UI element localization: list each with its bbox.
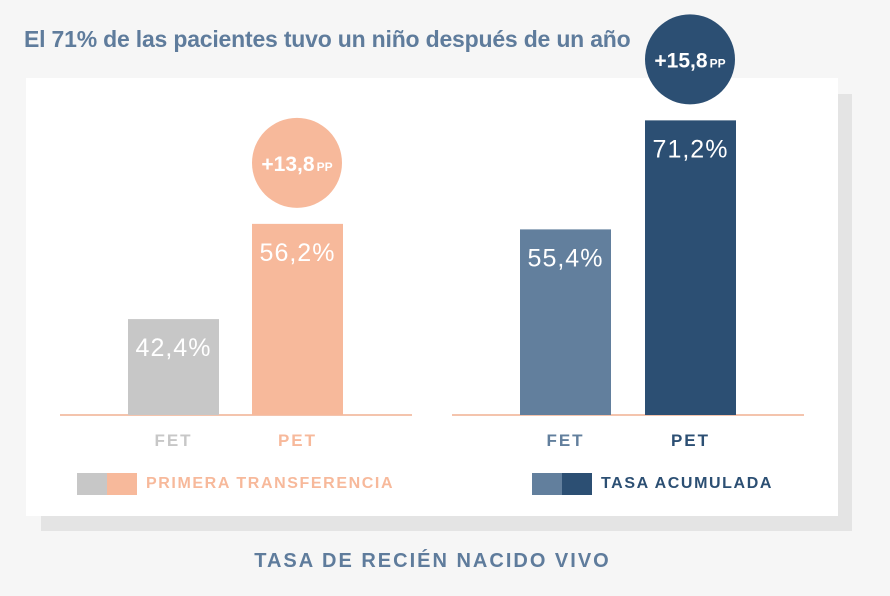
legend-primera-transferencia: PRIMERA TRANSFERENCIA (77, 473, 394, 495)
difference-value: +15,8 (654, 49, 707, 72)
category-label-pet: PET (278, 431, 317, 450)
bar-pet (252, 223, 343, 415)
category-label-pet: PET (671, 431, 710, 450)
category-label-fet: FET (154, 431, 192, 450)
difference-label: +13,8 PP (261, 153, 332, 176)
legend-label-tasa-acumulada: TASA ACUMULADA (601, 475, 774, 492)
value-label-pet: 71,2% (653, 135, 729, 163)
chart-footer-label: TASA DE RECIÉN NACIDO VIVO (254, 550, 611, 572)
legend-swatch-fet (77, 473, 107, 495)
bar-fet (128, 319, 219, 415)
difference-unit: PP (317, 160, 333, 174)
difference-label: +15,8 PP (654, 49, 725, 72)
legend-swatch-pet (107, 473, 137, 495)
legend-label-primera-transferencia: PRIMERA TRANSFERENCIA (146, 475, 395, 492)
chart-headline: El 71% de las pacientes tuvo un niño des… (24, 26, 631, 52)
legend-swatch-fet (532, 473, 562, 495)
value-label-fet: 42,4% (136, 334, 212, 362)
difference-bubble (252, 117, 342, 208)
difference-bubble (645, 14, 735, 105)
legend-swatch-pet (562, 473, 592, 495)
difference-unit: PP (710, 56, 726, 70)
category-label-fet: FET (546, 431, 584, 450)
difference-value: +13,8 (261, 153, 314, 176)
legend-tasa-acumulada: TASA ACUMULADA (532, 473, 773, 495)
value-label-fet: 55,4% (528, 244, 604, 272)
value-label-pet: 56,2% (260, 239, 336, 267)
bar-fet (520, 229, 611, 415)
bar-pet (645, 120, 736, 416)
